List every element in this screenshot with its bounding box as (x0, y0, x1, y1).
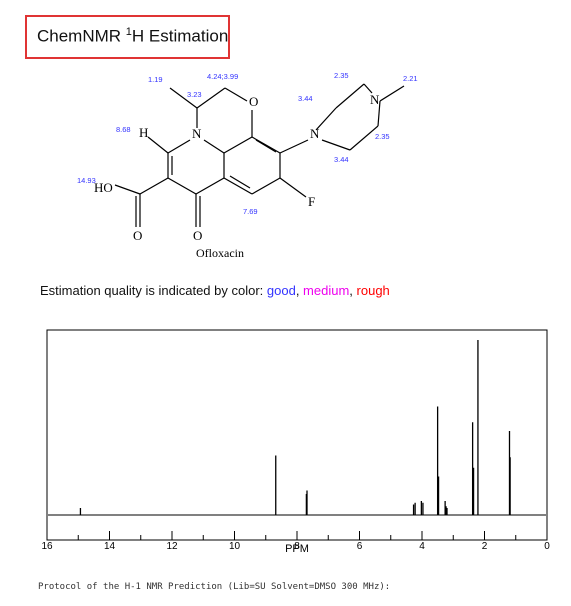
title-suffix: H Estimation (131, 26, 229, 46)
atom-h: H (139, 125, 148, 140)
title-superscript: 1 (125, 26, 132, 38)
atom-o-ketone: O (193, 228, 202, 243)
shift-label: 14.93 (77, 176, 96, 185)
atom-n-ring: N (192, 126, 202, 141)
quality-good: good (266, 283, 296, 298)
shift-label: 2.21 (403, 74, 418, 83)
x-tick-label: 6 (357, 541, 363, 552)
quality-legend: Estimation quality is indicated by color… (40, 283, 390, 298)
x-axis-label: PPM (285, 543, 309, 555)
quality-separator: , (349, 283, 357, 298)
structure-bonds (114, 83, 405, 227)
title-box: ChemNMR 1H Estimation (25, 15, 230, 59)
shift-label: 7.69 (243, 207, 258, 216)
atom-ho: HO (94, 180, 113, 195)
quality-medium: medium (303, 283, 350, 298)
shift-label: 2.35 (375, 132, 390, 141)
x-tick-label: 14 (104, 541, 116, 552)
shift-label: 8.68 (116, 125, 131, 134)
shift-label: 2.35 (334, 71, 349, 80)
nmr-spectrum-chart: 16 14 12 10 8 6 4 2 0 PPM (41, 329, 550, 555)
shift-label: 3.44 (298, 94, 313, 103)
shift-label: 1.19 (148, 75, 163, 84)
x-tick-label: 4 (419, 541, 425, 552)
x-tick-label: 0 (544, 541, 550, 552)
x-tick-label: 2 (482, 541, 488, 552)
x-tick-label: 10 (229, 541, 241, 552)
shift-label: 3.44 (334, 155, 349, 164)
atom-n-piperazine-1: N (310, 126, 320, 141)
atom-f: F (308, 194, 315, 209)
molecule-structure: N O N N H HO O O F Ofloxacin 1.19 4.24;3… (77, 71, 418, 260)
x-tick-label: 16 (41, 541, 53, 552)
page-title: ChemNMR 1H Estimation (37, 26, 228, 47)
protocol-line: Protocol of the H-1 NMR Prediction (Lib=… (38, 582, 391, 592)
shift-label: 4.24;3.99 (207, 72, 238, 81)
molecule-name: Ofloxacin (196, 246, 244, 260)
x-tick-label: 12 (166, 541, 178, 552)
x-tick-label: 8 (294, 541, 300, 552)
title-prefix: ChemNMR (37, 26, 126, 46)
atom-o-ring: O (249, 94, 258, 109)
quality-separator: , (295, 283, 304, 298)
atom-o-acid: O (133, 228, 142, 243)
atom-n-piperazine-4: N (370, 92, 380, 107)
quality-prefix: Estimation quality is indicated by color… (40, 283, 267, 298)
shift-label: 3.23 (187, 90, 202, 99)
quality-rough: rough (356, 283, 390, 298)
